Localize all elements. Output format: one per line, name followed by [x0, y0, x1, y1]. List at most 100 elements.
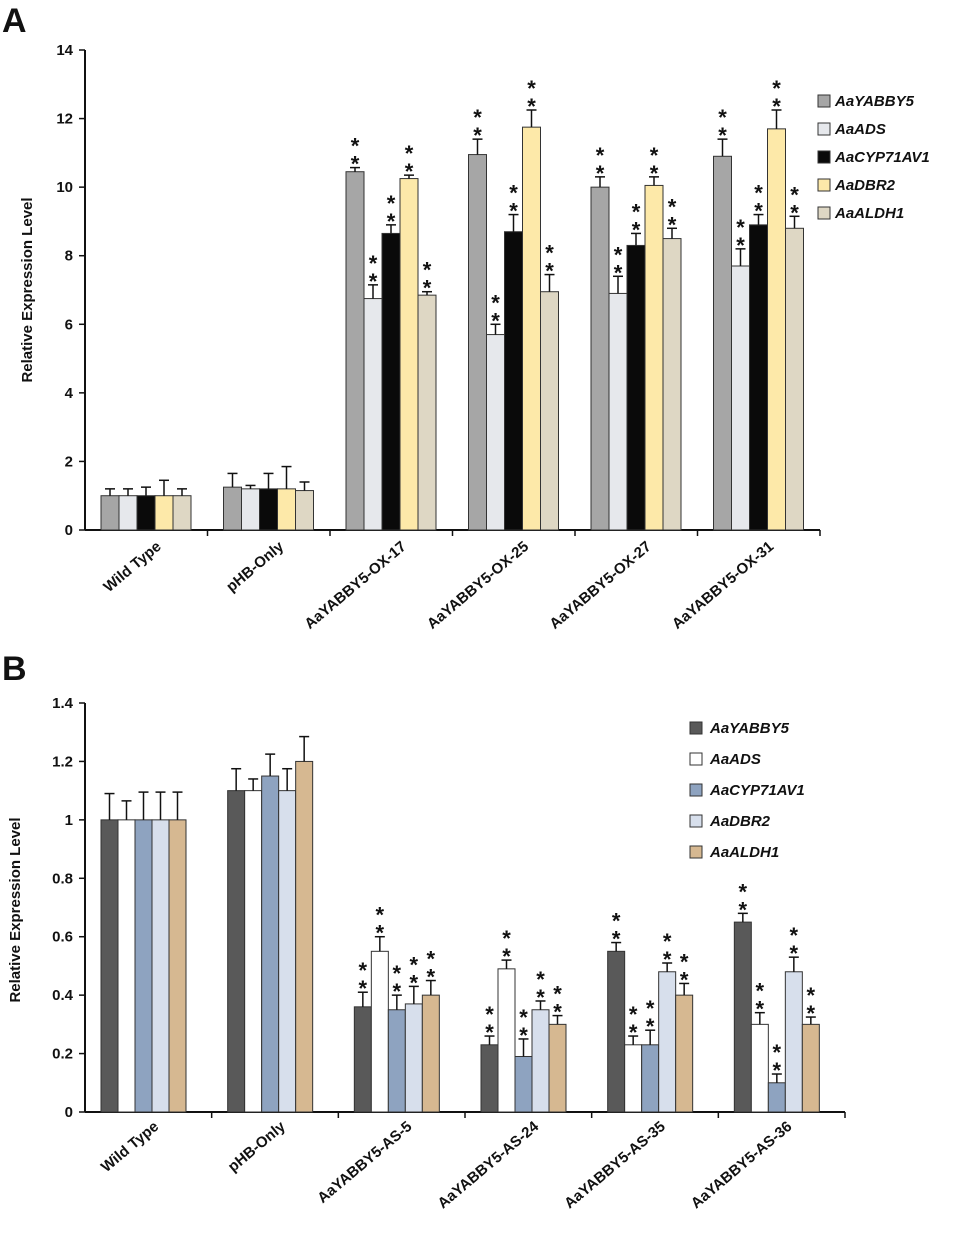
panel-b-bar — [244, 790, 263, 1113]
panel-a-significance-mark: * — [423, 276, 432, 301]
panel-b-bar — [151, 819, 170, 1113]
panel-b-bar — [168, 819, 187, 1113]
panel-b-bar — [733, 921, 752, 1113]
panel-a-significance-mark: * — [736, 233, 745, 258]
panel-b-significance-mark: * — [739, 897, 748, 922]
panel-b-bar — [531, 1009, 550, 1113]
panel-b-significance-mark: * — [553, 1000, 562, 1025]
panel-a-significance-mark: * — [351, 134, 360, 159]
panel-a-bar — [626, 244, 646, 531]
panel-b-category-label: Wild Type — [98, 1118, 162, 1176]
panel-a-significance-mark: * — [369, 251, 378, 276]
panel-a-bar — [399, 178, 419, 531]
panel-b-significance-mark: * — [646, 1014, 655, 1039]
panel-b-bar — [404, 1003, 423, 1113]
panel-b-bar — [387, 1009, 406, 1113]
panel-a-significance-mark: * — [772, 76, 781, 101]
panel-b-bar — [750, 1023, 769, 1113]
panel-a-significance-mark: * — [718, 105, 727, 130]
panel-a-bar — [749, 224, 768, 531]
panel-b-significance-mark: * — [646, 996, 655, 1021]
panel-a-legend-label: AaADS — [834, 121, 886, 138]
panel-a-bar — [731, 265, 750, 531]
panel-a-category-label: AaYABBY5-OX-31 — [669, 538, 777, 633]
panel-b-bar — [353, 1006, 372, 1113]
panel-b-significance-mark: * — [359, 976, 368, 1001]
panel-b-bar — [784, 971, 803, 1113]
panel-a-y-tick-label: 10 — [56, 179, 73, 196]
panel-b-significance-mark: * — [427, 965, 436, 990]
panel-b-significance-mark: * — [807, 983, 816, 1008]
panel-b-bar — [117, 819, 136, 1113]
panel-b-bar — [497, 968, 516, 1113]
panel-b-significance-mark: * — [502, 944, 511, 969]
panel-b-bar — [607, 950, 626, 1113]
panel-a-bar — [662, 238, 682, 531]
panel-a-bar — [223, 486, 242, 531]
panel-a-legend-label: AaDBR2 — [834, 177, 896, 194]
panel-a-significance-mark: * — [772, 94, 781, 119]
panel-a-bar — [540, 291, 559, 531]
panel-a-bar — [241, 488, 260, 531]
panel-a-bar — [522, 126, 541, 531]
panel-a-bar — [590, 186, 610, 531]
panel-a-significance-mark: * — [545, 259, 554, 284]
panel-b-bar — [370, 950, 389, 1113]
panel-b-category-label: AaYABBY5-AS-35 — [561, 1118, 669, 1212]
panel-a-significance-mark: * — [369, 269, 378, 294]
panel-a-legend-swatch — [817, 206, 831, 220]
panel-a-legend-label: AaALDH1 — [834, 205, 904, 222]
panel-a-significance-mark: * — [545, 241, 554, 266]
panel-b-y-tick-label: 0.4 — [52, 987, 74, 1004]
panel-b-significance-mark: * — [410, 952, 419, 977]
panel-a-y-axis-label: Relative Expression Level — [19, 197, 36, 382]
panel-a-bar — [504, 231, 523, 531]
panel-a-y-tick-label: 0 — [65, 522, 73, 539]
panel-b-significance-mark: * — [485, 1002, 494, 1027]
panel-a-legend-swatch — [817, 94, 831, 108]
panel-b-y-tick-label: 1.4 — [52, 695, 74, 712]
panel-a-bar — [608, 292, 628, 531]
panel-b-y-tick-label: 0.2 — [52, 1046, 73, 1063]
panel-b-significance-mark: * — [629, 1020, 638, 1045]
panel-b-bar — [480, 1044, 499, 1113]
panel-b-legend-label: AaCYP71AV1 — [709, 782, 805, 799]
panel-a-legend-label: AaYABBY5 — [834, 93, 915, 110]
panel-a-bar — [277, 488, 296, 531]
panel-b-significance-mark: * — [756, 979, 765, 1004]
panel-a-legend-swatch — [817, 150, 831, 164]
panel-a-y-tick-label: 2 — [65, 453, 73, 470]
panel-a-bar — [172, 495, 192, 531]
panel-a-category-label: AaYABBY5-OX-27 — [546, 538, 654, 633]
panel-b-bar — [658, 971, 677, 1113]
panel-a-significance-mark: * — [405, 141, 414, 166]
panel-b-significance-mark: * — [612, 927, 621, 952]
panel-b-bar — [514, 1055, 533, 1113]
panel-b-significance-mark: * — [393, 961, 402, 986]
panel-b-significance-mark: * — [359, 958, 368, 983]
panel-a-category-label: AaYABBY5-OX-25 — [424, 538, 532, 633]
panel-a-y-tick-label: 4 — [65, 385, 74, 402]
panel-b-significance-mark: * — [790, 923, 799, 948]
panel-b-category-label: AaYABBY5-AS-24 — [434, 1118, 542, 1213]
panel-a-significance-mark: * — [423, 258, 432, 283]
panel-a-bar — [118, 495, 138, 531]
panel-b-significance-mark: * — [773, 1058, 782, 1083]
panel-b-significance-mark: * — [629, 1002, 638, 1027]
panel-a-significance-mark: * — [527, 76, 536, 101]
panel-a-y-tick-label: 6 — [65, 316, 73, 333]
panel-b-significance-mark: * — [756, 997, 765, 1022]
panel-b-legend-swatch — [689, 752, 703, 766]
panel-a-significance-mark: * — [387, 191, 396, 216]
panel-a-significance-mark: * — [527, 94, 536, 119]
panel-a-bar — [486, 334, 505, 531]
panel-a-significance-mark: * — [668, 212, 677, 237]
panel-a-significance-mark: * — [473, 105, 482, 130]
panel-a-significance-mark: * — [405, 159, 414, 184]
panel-b-legend-label: AaYABBY5 — [709, 720, 790, 737]
panel-a-bar — [468, 154, 487, 531]
panel-b-chart: B 0 0.2 0.4 0.6 0.8 1 1.2 1.4 Relative Expressio… — [2, 650, 846, 1213]
panel-b-significance-mark: * — [485, 1020, 494, 1045]
panel-b-significance-mark: * — [519, 1023, 528, 1048]
panel-b-bar — [295, 760, 314, 1113]
